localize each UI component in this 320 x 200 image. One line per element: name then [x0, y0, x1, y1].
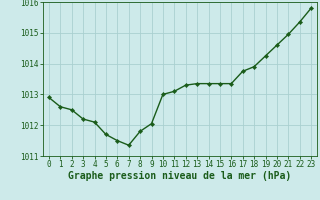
X-axis label: Graphe pression niveau de la mer (hPa): Graphe pression niveau de la mer (hPa) — [68, 171, 292, 181]
